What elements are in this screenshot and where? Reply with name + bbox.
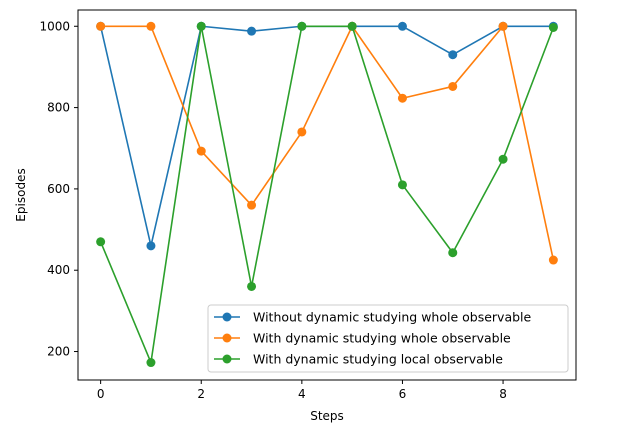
x-tick-label: 4 [298,387,306,401]
data-point [548,255,558,265]
legend-frame [207,304,569,373]
data-point [347,21,357,31]
x-axis: 0 2 4 6 8 [97,380,507,401]
legend-entry-label: With dynamic studying whole observable [253,331,511,346]
data-point [247,200,257,210]
x-axis-title: Steps [310,409,344,423]
data-point [548,22,558,32]
plot-frame [77,9,577,381]
y-tick-label: 200 [47,345,70,359]
legend-swatch-marker [222,333,232,343]
data-point [498,21,508,31]
data-point [297,21,307,31]
x-tick-label: 0 [97,387,105,401]
data-point [247,281,257,291]
series-line-3 [99,25,555,364]
data-point [96,237,106,247]
legend-swatch-marker [222,312,232,322]
data-point [146,21,156,31]
data-point [146,241,156,251]
x-tick-label: 8 [499,387,507,401]
data-point [146,358,156,368]
data-point [498,154,508,164]
data-point [96,21,106,31]
data-point [397,180,407,190]
legend-swatch-marker [222,354,232,364]
series-layer [96,21,558,368]
series-line-2 [100,25,555,261]
y-axis-title: Episodes [14,168,28,221]
legend-entry-label: Without dynamic studying whole observabl… [253,310,532,325]
y-axis: 200 400 600 800 1000 [39,19,78,359]
data-point [247,26,257,36]
data-point [448,248,458,258]
data-point [397,93,407,103]
legend: Without dynamic studying whole observabl… [207,304,569,373]
y-tick-label: 1000 [39,19,70,33]
data-point [448,50,458,60]
data-point [196,146,206,156]
legend-entry-label: With dynamic studying local observable [253,352,503,367]
x-tick-label: 6 [399,387,407,401]
x-tick-label: 2 [197,387,205,401]
data-point [196,21,206,31]
data-point [297,127,307,137]
y-tick-label: 600 [47,182,70,196]
y-tick-label: 400 [47,263,70,277]
data-point [397,21,407,31]
y-tick-label: 800 [47,101,70,115]
data-point [448,81,458,91]
